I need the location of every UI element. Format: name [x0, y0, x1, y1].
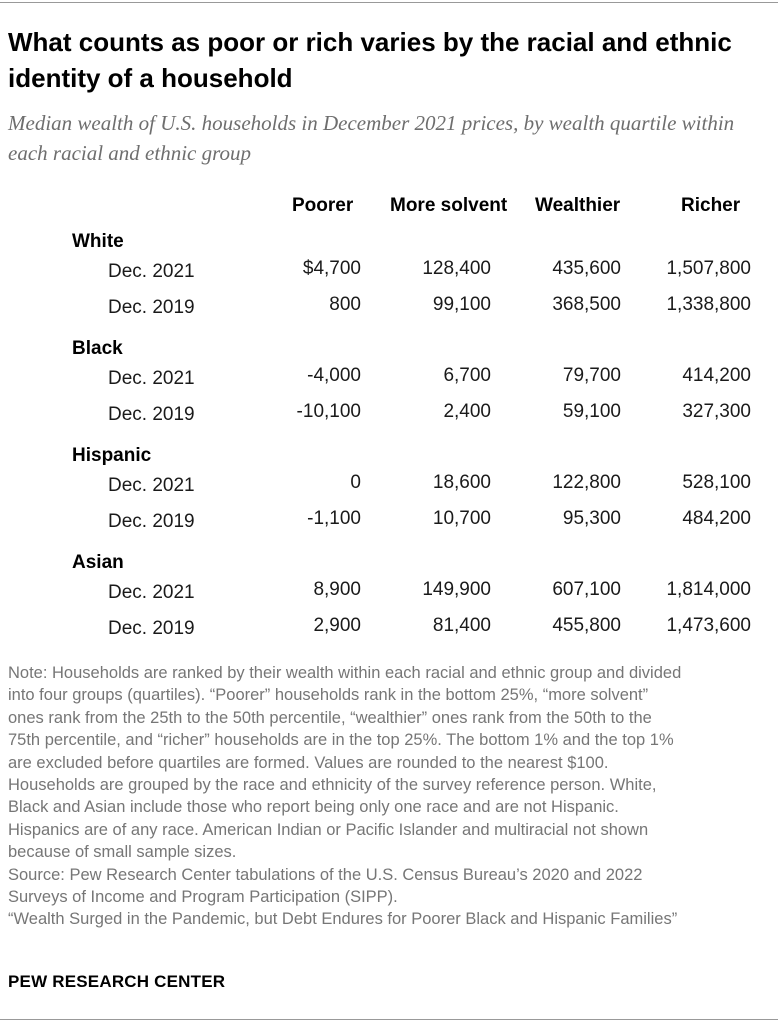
row-label: Dec. 2021 — [108, 261, 195, 282]
chart-title: What counts as poor or rich varies by th… — [8, 27, 732, 93]
row-label: Dec. 2019 — [108, 404, 195, 425]
group-label: Asian — [72, 552, 124, 573]
row-label: Dec. 2021 — [108, 475, 195, 496]
bottom-rule — [0, 1019, 778, 1020]
table-cell: 10,700 — [432, 508, 491, 529]
group-label: White — [72, 231, 124, 252]
table-cell: -1,100 — [307, 508, 361, 529]
note-line: 75th percentile, and “richer” households… — [8, 731, 674, 750]
table-cell: 435,600 — [552, 258, 621, 279]
note-line: Black and Asian include those who report… — [8, 798, 619, 817]
table-cell: 99,100 — [432, 294, 491, 315]
row-label: Dec. 2019 — [108, 297, 195, 318]
column-header: Wealthier — [535, 195, 621, 216]
note-line: Source: Pew Research Center tabulations … — [8, 865, 643, 884]
table-cell: 0 — [350, 472, 361, 493]
table-cell: -10,100 — [296, 401, 361, 422]
table-cell: 149,900 — [422, 579, 491, 600]
table-cell: 800 — [329, 294, 361, 315]
row-label: Dec. 2019 — [108, 511, 195, 532]
table-cell: 607,100 — [552, 579, 621, 600]
top-rule — [0, 2, 778, 3]
table-cell: 1,814,000 — [666, 579, 751, 600]
note-line: ones rank from the 25th to the 50th perc… — [8, 708, 652, 727]
table-cell: 6,700 — [443, 365, 491, 386]
table-cell: 95,300 — [562, 508, 621, 529]
table-cell: 81,400 — [432, 615, 491, 636]
table-cell: 455,800 — [552, 615, 621, 636]
note-line: because of small sample sizes. — [8, 843, 237, 862]
table-cell: 414,200 — [682, 365, 751, 386]
table-cell: 368,500 — [552, 294, 621, 315]
pew-research-center-logo: PEW RESEARCH CENTER — [8, 972, 226, 991]
row-label: Dec. 2021 — [108, 582, 195, 603]
table-cell: 2,400 — [443, 401, 491, 422]
table-cell: 1,338,800 — [666, 294, 751, 315]
chart-note: Note: Households are ranked by their wea… — [8, 662, 776, 931]
table-cell: 128,400 — [422, 258, 491, 279]
table-cell: 484,200 — [682, 508, 751, 529]
note-line: into four groups (quartiles). “Poorer” h… — [8, 686, 649, 705]
note-line: Note: Households are ranked by their wea… — [8, 664, 682, 682]
note-line: Households are grouped by the race and e… — [8, 776, 657, 795]
column-header: Richer — [681, 195, 741, 216]
note-line: “Wealth Surged in the Pandemic, but Debt… — [8, 910, 678, 929]
table-cell: 59,100 — [562, 401, 621, 422]
table-cell: 1,507,800 — [666, 258, 751, 279]
group-label: Hispanic — [72, 445, 152, 466]
note-line: are excluded before quartiles are formed… — [8, 753, 609, 772]
table-cell: 79,700 — [562, 365, 621, 386]
row-label: Dec. 2019 — [108, 618, 195, 639]
row-label: Dec. 2021 — [108, 368, 195, 389]
column-header: Poorer — [292, 195, 354, 216]
table-cell: 2,900 — [313, 615, 361, 636]
table-cell: 18,600 — [432, 472, 491, 493]
note-line: Hispanics are of any race. American Indi… — [8, 820, 649, 839]
note-line: Surveys of Income and Program Participat… — [8, 888, 398, 907]
table-cell: 327,300 — [682, 401, 751, 422]
column-header: More solvent — [390, 195, 508, 216]
table-cell: 1,473,600 — [666, 615, 751, 636]
table-cell: 528,100 — [682, 472, 751, 493]
table-cell: $4,700 — [302, 258, 361, 279]
table-cell: -4,000 — [307, 365, 361, 386]
table-cell: 8,900 — [313, 579, 361, 600]
group-label: Black — [72, 338, 123, 359]
wealth-table: Poorer More solvent Wealthier Richer White De… — [0, 188, 778, 648]
table-cell: 122,800 — [552, 472, 621, 493]
chart-subtitle: Median wealth of U.S. households in Dece… — [8, 111, 735, 165]
